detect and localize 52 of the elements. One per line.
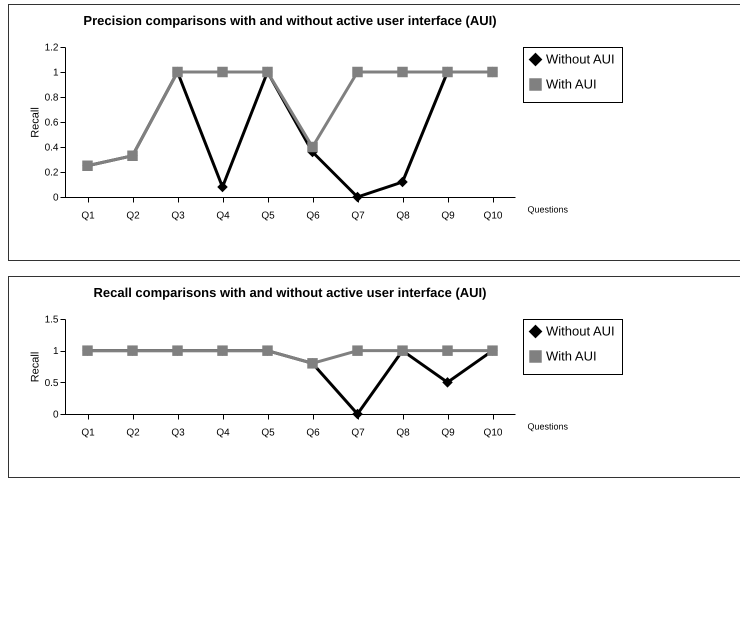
y-tick-label: 1.2 bbox=[44, 42, 59, 54]
x-axis-title: Questions bbox=[528, 204, 569, 214]
x-tick-label: Q4 bbox=[216, 210, 230, 222]
x-tick-label: Q2 bbox=[126, 428, 140, 438]
x-tick-label: Q8 bbox=[396, 210, 410, 222]
legend-label: With AUI bbox=[546, 76, 597, 92]
point bbox=[352, 408, 363, 420]
x-tick-label: Q3 bbox=[171, 210, 186, 222]
point bbox=[397, 66, 408, 78]
y-tick-label: 0 bbox=[52, 410, 59, 420]
y-tick-label: 0.6 bbox=[44, 118, 59, 128]
point bbox=[352, 66, 363, 78]
x-tick-label: Q2 bbox=[126, 210, 140, 222]
x-tick-label: Q9 bbox=[441, 210, 456, 222]
x-tick-label: Q1 bbox=[81, 428, 96, 438]
legend-label: Without AUI bbox=[546, 52, 615, 66]
y-tick-label: 1 bbox=[52, 346, 59, 358]
y-tick-label: 0.2 bbox=[44, 168, 59, 178]
x-tick-label: Q1 bbox=[81, 210, 96, 222]
x-tick-label: Q8 bbox=[396, 428, 410, 438]
y-tick-label: 0 bbox=[52, 192, 59, 204]
x-tick-label: Q5 bbox=[261, 428, 276, 438]
chart-title: Recall comparisons with and without active user interface (AUI) bbox=[94, 285, 486, 300]
x-tick-label: Q3 bbox=[171, 428, 186, 438]
x-tick-label: Q7 bbox=[351, 210, 366, 222]
y-tick-label: 0.5 bbox=[44, 378, 59, 389]
legend-label: With AUI bbox=[546, 348, 597, 364]
x-tick-label: Q9 bbox=[441, 428, 456, 438]
y-tick-label: 0.8 bbox=[44, 92, 59, 104]
point bbox=[352, 192, 363, 202]
x-tick-label: Q10 bbox=[484, 428, 503, 438]
legend-label: Without AUI bbox=[546, 324, 615, 338]
point bbox=[442, 345, 453, 356]
x-tick-label: Q7 bbox=[351, 428, 366, 438]
x-tick-label: Q5 bbox=[261, 210, 276, 222]
point bbox=[217, 66, 228, 78]
y-tick-label: 1 bbox=[52, 68, 59, 78]
point bbox=[442, 377, 453, 388]
point bbox=[217, 182, 228, 192]
x-tick-label: Q4 bbox=[216, 428, 230, 438]
x-axis-title: Questions bbox=[528, 422, 569, 432]
point bbox=[307, 142, 318, 152]
x-tick-label: Q10 bbox=[484, 210, 503, 222]
y-axis-title: Recall bbox=[30, 352, 42, 382]
y-tick-label: 0.4 bbox=[44, 142, 59, 154]
x-tick-label: Q6 bbox=[306, 428, 320, 438]
chart-title: Precision comparisons with and without active user interface (AUI) bbox=[83, 13, 497, 28]
y-axis-title: Recall bbox=[30, 107, 42, 138]
y-tick-label: 1.5 bbox=[44, 314, 59, 326]
point bbox=[352, 345, 363, 356]
x-tick-label: Q6 bbox=[306, 210, 320, 222]
point bbox=[397, 176, 408, 188]
